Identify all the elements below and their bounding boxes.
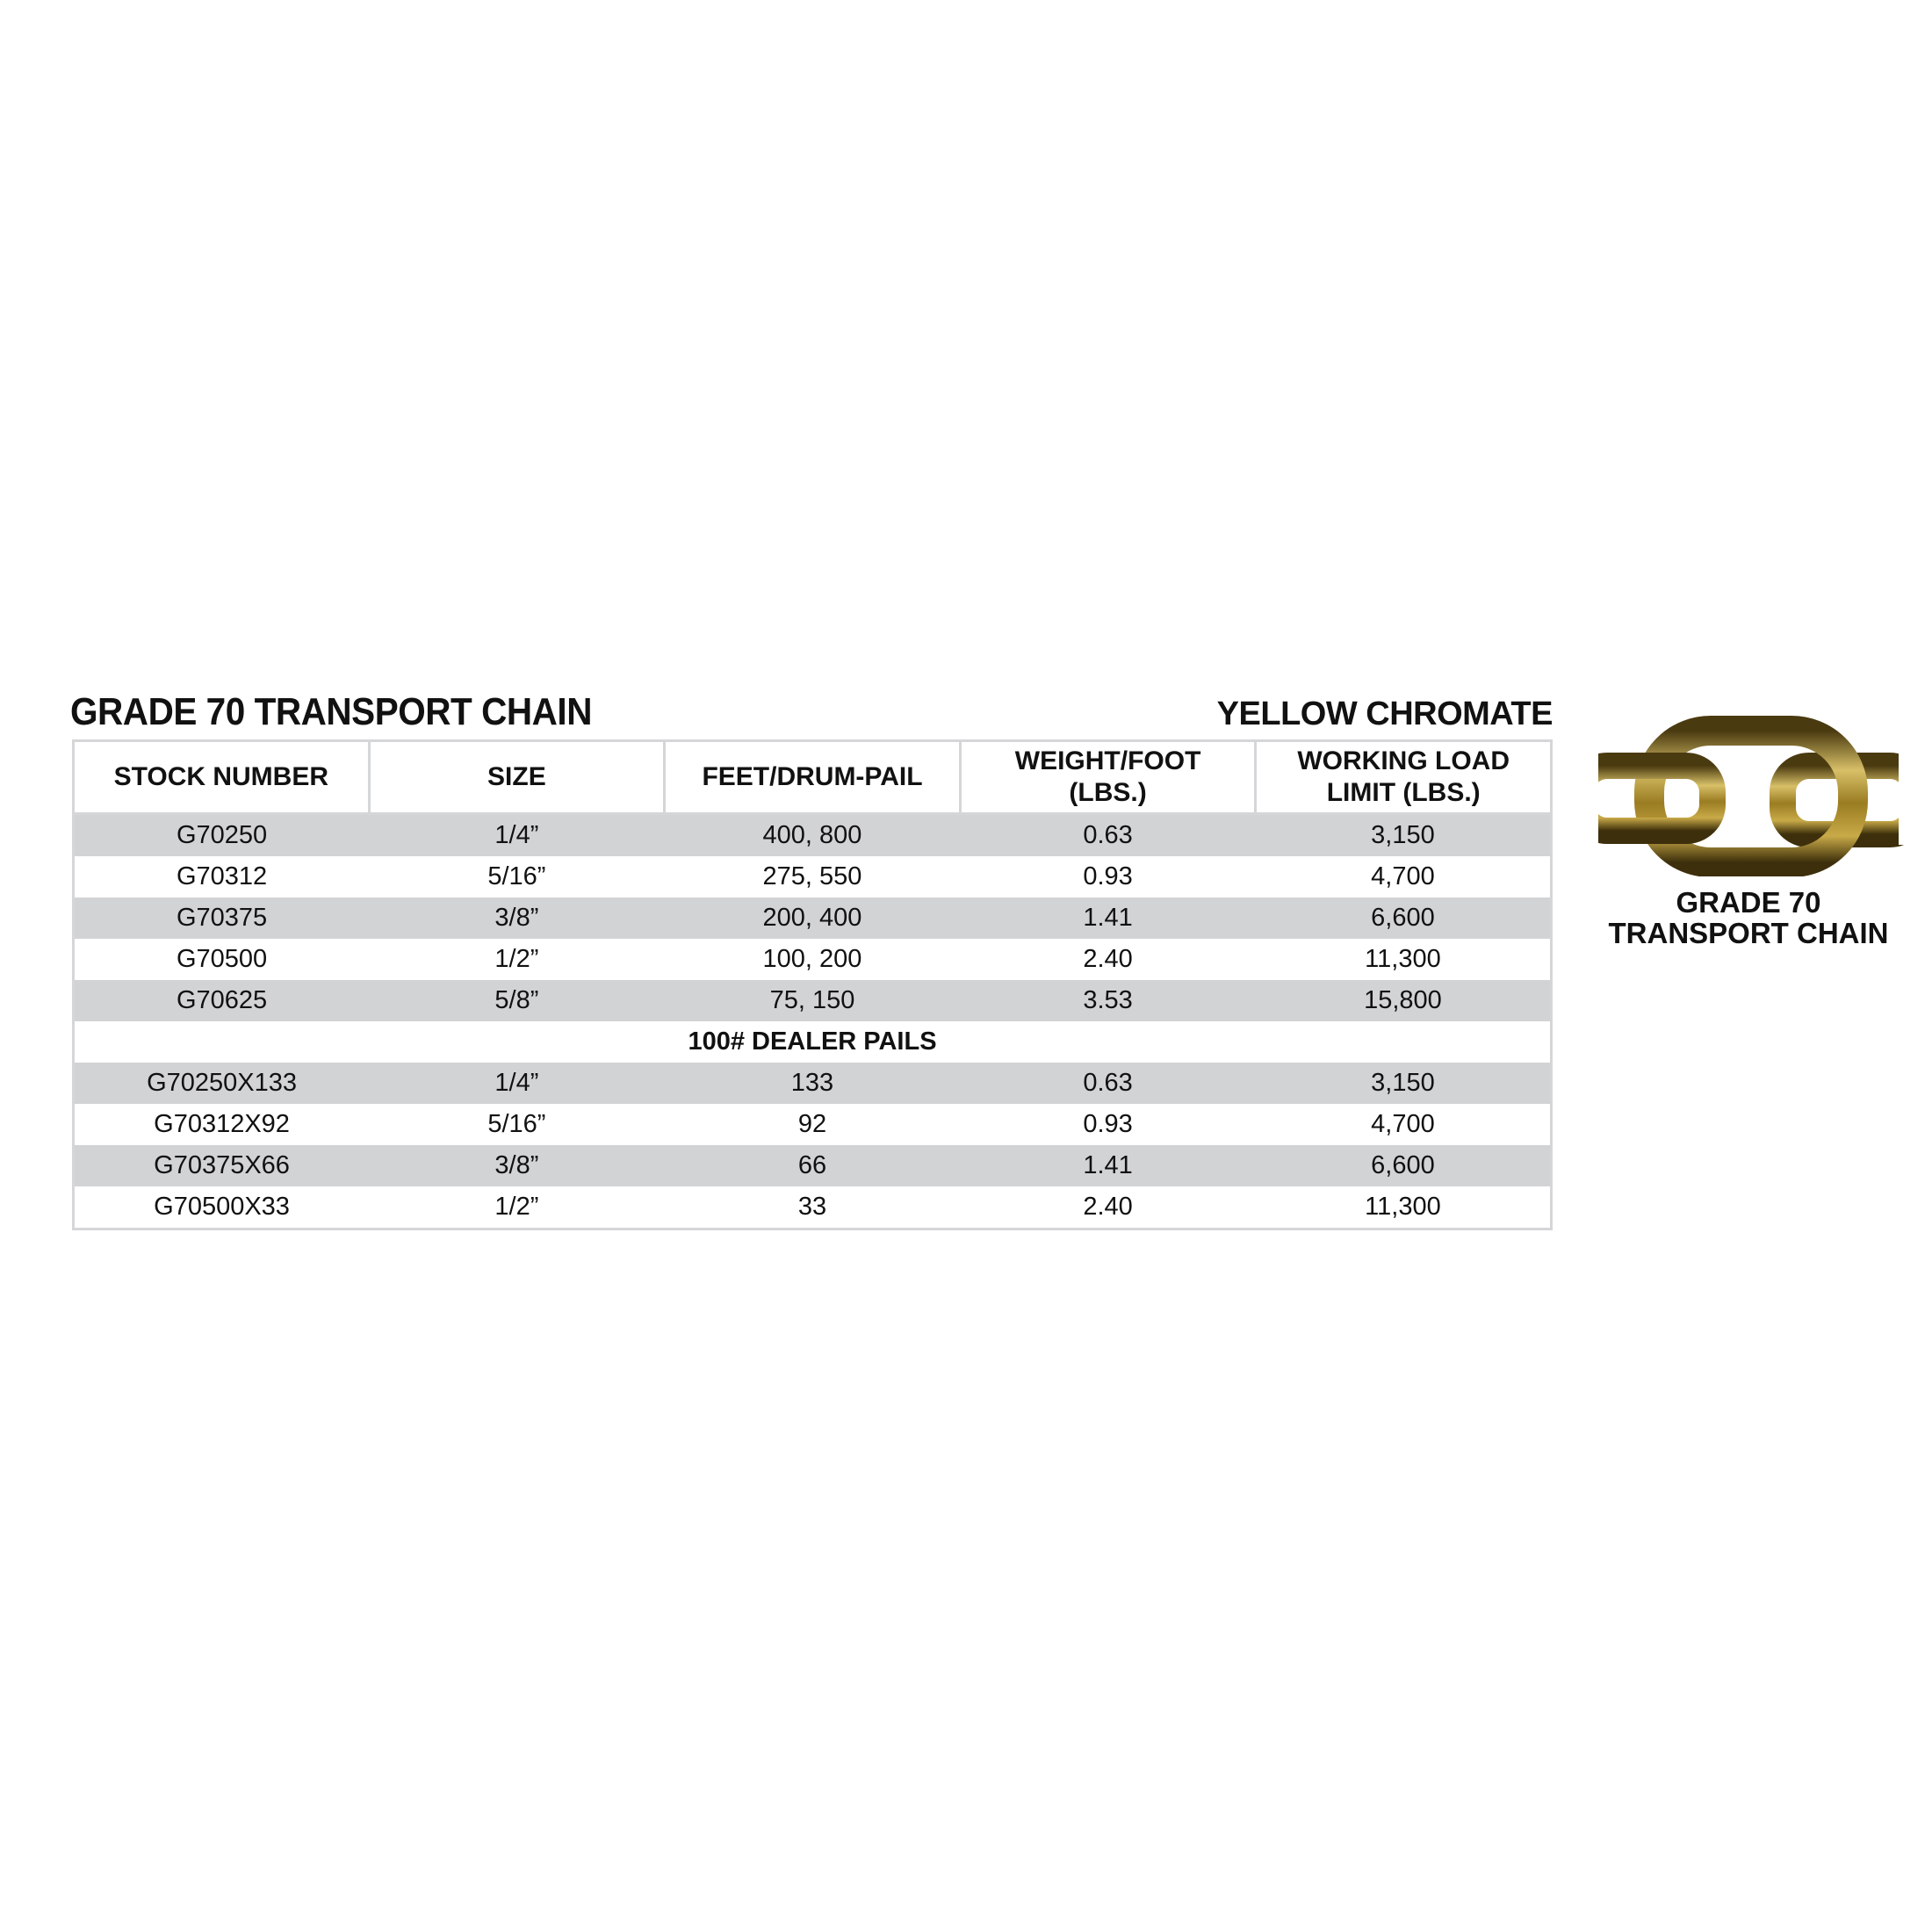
cell-working-load-limit: 6,600: [1255, 898, 1552, 939]
caption-line-2: TRANSPORT CHAIN: [1608, 917, 1889, 949]
cell-working-load-limit: 6,600: [1255, 1145, 1552, 1186]
header-working-load-limit: WORKING LOAD LIMIT (LBS.): [1254, 739, 1553, 815]
left-link: [1581, 753, 1726, 844]
cell-stock-number: G70375: [73, 898, 370, 939]
cell-weight-foot: 2.40: [1083, 945, 1133, 973]
cell-working-load-limit: 15,800: [1255, 980, 1552, 1021]
cell-size: 1/4”: [369, 813, 665, 856]
cell-weight-foot: 1.41: [960, 1145, 1256, 1186]
cell-feet-drum-pail: 200, 400: [664, 898, 961, 939]
image-caption: GRADE 70 TRANSPORT CHAIN: [1581, 887, 1916, 948]
table-row: G70312 5/16” 275, 550 0.93 4,700: [74, 856, 1552, 898]
cell-feet-drum-pail: 75, 150: [664, 980, 961, 1021]
cell-size: 3/8”: [369, 1145, 665, 1186]
cell-size: 1/4”: [369, 1063, 665, 1104]
cell-size: 5/16”: [487, 1110, 546, 1138]
spec-table: STOCK NUMBER SIZE FEET/DRUM-PAIL WEIGHT/…: [72, 739, 1553, 1230]
cell-size: 3/8”: [369, 898, 665, 939]
section-row: 100# DEALER PAILS: [74, 1021, 1552, 1063]
header-feet-drum-pail: FEET/DRUM-PAIL: [663, 739, 962, 815]
table-row: G70250 1/4” 400, 800 0.63 3,150: [73, 813, 1552, 856]
finish-label: YELLOW CHROMATE: [1216, 696, 1554, 732]
cell-working-load-limit: 3,150: [1255, 1063, 1552, 1104]
cell-feet-drum-pail: 100, 200: [762, 945, 862, 973]
cell-stock-number: G70312: [176, 862, 268, 890]
cell-feet-drum-pail: 275, 550: [762, 862, 862, 890]
cell-working-load-limit: 4,700: [1371, 1110, 1435, 1138]
cell-weight-foot: 3.53: [960, 980, 1256, 1021]
cell-stock-number: G70375X66: [73, 1145, 370, 1186]
cell-weight-foot: 0.93: [1083, 862, 1133, 890]
cell-working-load-limit: 11,300: [1365, 1193, 1441, 1221]
table-row: G70500X33 1/2” 33 2.40 11,300: [74, 1186, 1552, 1229]
cell-stock-number: G70500X33: [154, 1193, 290, 1221]
table-row: G70312X92 5/16” 92 0.93 4,700: [74, 1104, 1552, 1145]
cell-stock-number: G70312X92: [154, 1110, 290, 1138]
cell-weight-foot: 2.40: [1083, 1193, 1133, 1221]
cell-feet-drum-pail: 66: [664, 1145, 961, 1186]
page-title: GRADE 70 TRANSPORT CHAIN: [70, 690, 592, 733]
table-header-row: STOCK NUMBER SIZE FEET/DRUM-PAIL WEIGHT/…: [72, 739, 1553, 815]
section-label: 100# DEALER PAILS: [688, 1027, 937, 1056]
cell-size: 5/8”: [369, 980, 665, 1021]
cell-weight-foot: 0.63: [960, 1063, 1256, 1104]
cell-stock-number: G70250: [73, 813, 370, 856]
chain-links-image: [1581, 716, 1916, 876]
cell-weight-foot: 0.93: [1083, 1110, 1133, 1138]
cell-weight-foot: 0.63: [960, 813, 1256, 856]
cell-feet-drum-pail: 133: [664, 1063, 961, 1104]
cell-working-load-limit: 4,700: [1371, 862, 1435, 890]
caption-line-1: GRADE 70: [1676, 886, 1821, 919]
header-stock-number: STOCK NUMBER: [72, 739, 371, 815]
cell-weight-foot: 1.41: [960, 898, 1256, 939]
cell-working-load-limit: 3,150: [1255, 813, 1552, 856]
table-row: G70375X66 3/8” 66 1.41 6,600: [73, 1145, 1552, 1186]
cell-size: 1/2”: [494, 945, 539, 973]
header-weight-foot: WEIGHT/FOOT (LBS.): [958, 739, 1258, 815]
table-row: G70625 5/8” 75, 150 3.53 15,800: [73, 980, 1552, 1021]
cell-stock-number: G70250X133: [73, 1063, 370, 1104]
header-size: SIZE: [367, 739, 667, 815]
cell-stock-number: G70500: [176, 945, 268, 973]
cell-feet-drum-pail: 33: [797, 1193, 827, 1221]
cell-feet-drum-pail: 400, 800: [664, 813, 961, 856]
table-row: G70375 3/8” 200, 400 1.41 6,600: [73, 898, 1552, 939]
table-row: G70500 1/2” 100, 200 2.40 11,300: [74, 939, 1552, 980]
cell-size: 1/2”: [494, 1193, 539, 1221]
table-row: G70250X133 1/4” 133 0.63 3,150: [73, 1063, 1552, 1104]
center-link: [1634, 716, 1868, 876]
cell-size: 5/16”: [487, 862, 546, 890]
cell-stock-number: G70625: [73, 980, 370, 1021]
cell-working-load-limit: 11,300: [1365, 945, 1441, 973]
cell-feet-drum-pail: 92: [797, 1110, 827, 1138]
